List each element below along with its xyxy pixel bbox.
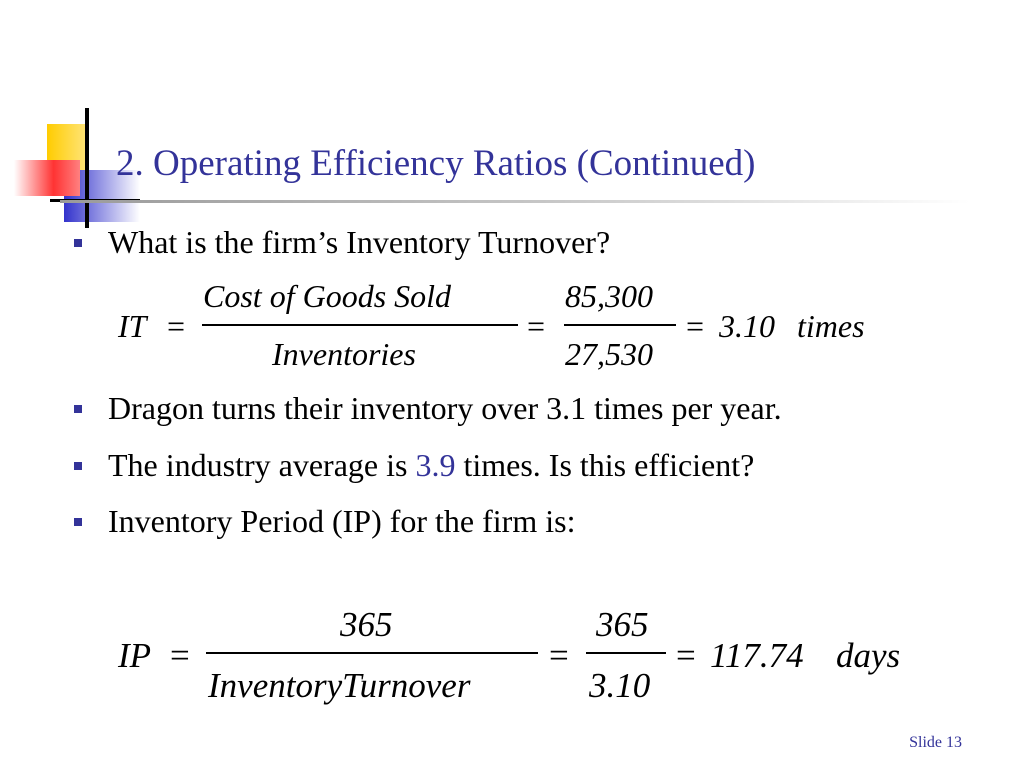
bullet-text: Dragon turns their inventory over 3.1 ti…: [108, 390, 782, 426]
eq2-fraction-bar-2: [586, 652, 666, 654]
eq1-result: 3.10: [719, 308, 775, 344]
eq2-equals-1: =: [170, 636, 190, 675]
eq1-numerator: Cost of Goods Sold: [203, 278, 452, 314]
eq1-equals-3: =: [686, 308, 705, 344]
eq1-numerator-value: 85,300: [565, 278, 653, 314]
eq2-fraction-bar-1: [206, 652, 538, 654]
eq2-lhs: IP: [118, 636, 152, 675]
bullet-item-2: Dragon turns their inventory over 3.1 ti…: [74, 390, 782, 427]
eq1-equals-2: =: [527, 308, 546, 344]
bullet-text: Inventory Period (IP) for the firm is:: [108, 503, 576, 539]
bullet-marker: [74, 405, 82, 413]
bullet-item-3: The industry average is 3.9 times. Is th…: [74, 447, 755, 484]
title-decoration: [14, 108, 140, 228]
eq2-denominator-value: 3.10: [589, 666, 651, 705]
eq2-numerator: 365: [340, 605, 393, 644]
bullet-text-after: times. Is this efficient?: [455, 447, 755, 483]
eq1-denominator: Inventories: [272, 336, 416, 372]
bullet-text-before: The industry average is: [108, 447, 416, 483]
bullet-marker: [74, 239, 82, 247]
bullet-item-1: What is the firm’s Inventory Turnover?: [74, 224, 611, 261]
bullet-item-4: Inventory Period (IP) for the firm is:: [74, 503, 576, 540]
eq2-unit: days: [836, 636, 901, 675]
slide-number: Slide 13: [909, 734, 962, 751]
eq2-equals-2: =: [549, 636, 569, 675]
bullet-marker: [74, 518, 82, 526]
eq2-denominator: InventoryTurnover: [208, 666, 471, 705]
eq1-denominator-value: 27,530: [565, 336, 653, 372]
eq2-equals-3: =: [676, 636, 696, 675]
eq2-numerator-value: 365: [596, 605, 649, 644]
slide-title: 2. Operating Efficiency Ratios (Continue…: [116, 143, 756, 184]
eq1-lhs: IT: [118, 308, 147, 344]
deco-red-bar: [14, 160, 80, 196]
eq1-unit: times: [797, 308, 865, 344]
bullet-marker: [74, 462, 82, 470]
eq1-equals-1: =: [167, 308, 186, 344]
bullet-text: What is the firm’s Inventory Turnover?: [108, 224, 611, 260]
eq1-fraction-bar-1: [202, 324, 518, 326]
title-underline: [60, 200, 970, 203]
eq2-result: 117.74: [710, 636, 804, 675]
deco-vertical-line: [85, 108, 89, 228]
industry-average-value: 3.9: [415, 447, 456, 483]
eq1-fraction-bar-2: [564, 324, 676, 326]
